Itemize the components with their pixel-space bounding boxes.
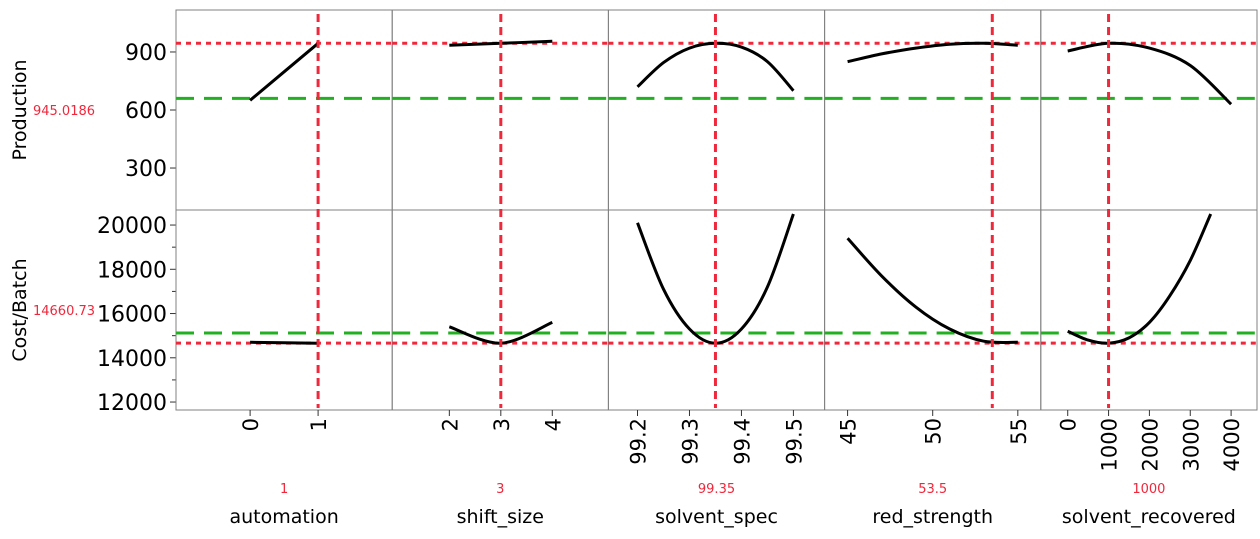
y-tick-label: 900 <box>125 41 167 66</box>
response-current-value: 14660.73 <box>33 304 95 319</box>
profile-panel <box>175 209 393 411</box>
x-tick-label: 2 <box>438 418 462 431</box>
factor-label: red_strength <box>872 506 993 528</box>
x-tick-label: 2000 <box>1138 418 1162 471</box>
x-tick-label: 0 <box>239 418 263 431</box>
y-tick-label: 12000 <box>97 391 167 416</box>
x-tick-label: 55 <box>1007 418 1031 445</box>
factor-label: solvent_spec <box>655 506 778 528</box>
factor-current-value[interactable]: 1000 <box>1132 482 1165 497</box>
profile-panel <box>1040 209 1258 411</box>
x-tick-label: 99.2 <box>627 418 651 465</box>
x-tick-label: 4 <box>541 418 565 431</box>
factor-label: automation <box>229 506 338 528</box>
factor-current-value[interactable]: 3 <box>496 482 504 497</box>
factor-label: shift_size <box>457 506 544 528</box>
x-tick-label: 50 <box>922 418 946 445</box>
y-tick-label: 600 <box>125 99 167 124</box>
factor-current-value[interactable]: 53.5 <box>918 482 947 497</box>
response-label: Cost/Batch <box>9 258 31 361</box>
x-tick-label: 3 <box>490 418 514 431</box>
prediction-curve <box>846 237 1018 344</box>
prediction-curve <box>1067 213 1213 345</box>
y-tick-label: 16000 <box>97 303 167 328</box>
x-tick-label: 1 <box>307 418 331 431</box>
response-label: Production <box>9 59 31 160</box>
profile-panel <box>824 209 1042 411</box>
profile-panel <box>1040 9 1258 211</box>
prediction-curve <box>847 41 1018 64</box>
x-tick-label: 99.4 <box>730 418 754 465</box>
factor-current-value[interactable]: 99.35 <box>698 482 735 497</box>
profile-panel <box>175 9 393 211</box>
prediction-curve <box>250 340 319 345</box>
y-tick-label: 20000 <box>97 214 167 239</box>
x-tick-label: 99.5 <box>782 418 806 465</box>
prediction-curve <box>1067 41 1233 106</box>
x-tick-label: 45 <box>837 418 861 445</box>
y-tick-label: 300 <box>125 157 167 182</box>
factor-current-value[interactable]: 1 <box>280 482 288 497</box>
profile-panel <box>824 9 1042 211</box>
y-tick-label: 18000 <box>97 258 167 283</box>
response-current-value: 945.0186 <box>33 104 95 119</box>
x-tick-label: 4000 <box>1220 418 1244 471</box>
x-tick-label: 99.3 <box>678 418 702 465</box>
x-tick-label: 1000 <box>1098 418 1122 471</box>
prediction-curve <box>249 42 320 102</box>
x-tick-label: 0 <box>1057 418 1081 431</box>
x-tick-label: 3000 <box>1179 418 1203 471</box>
y-tick-label: 14000 <box>97 347 167 372</box>
factor-label: solvent_recovered <box>1062 506 1236 528</box>
